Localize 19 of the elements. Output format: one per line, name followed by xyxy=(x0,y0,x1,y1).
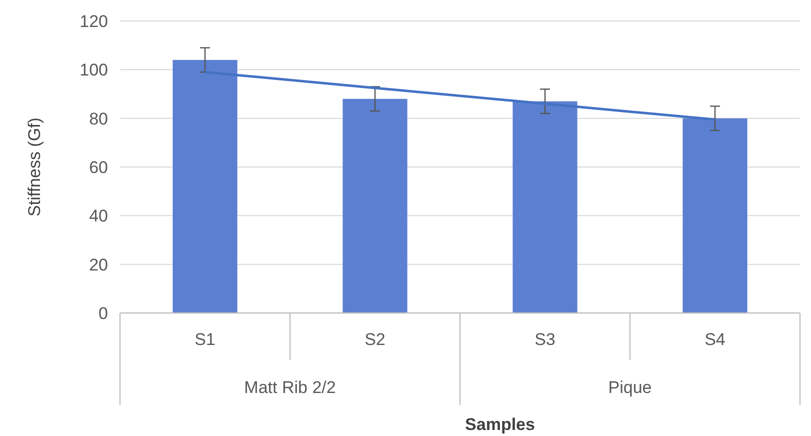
y-tick-label: 20 xyxy=(89,255,108,274)
bar xyxy=(172,60,238,313)
x-tick-label: S4 xyxy=(704,330,726,349)
x-tick-label: S3 xyxy=(534,330,556,349)
bar xyxy=(512,101,578,313)
bar xyxy=(342,98,408,313)
y-tick-label: 0 xyxy=(98,304,108,323)
x-axis-title: Samples xyxy=(465,415,535,434)
bar xyxy=(682,118,748,313)
x-tick-label: S1 xyxy=(194,330,216,349)
text: Pique xyxy=(608,378,652,397)
x-tick-label: S2 xyxy=(364,330,386,349)
y-tick-label: 80 xyxy=(89,109,108,128)
y-tick-label: 60 xyxy=(89,158,108,177)
y-tick-label: 100 xyxy=(80,60,108,80)
y-tick-label: 120 xyxy=(80,12,108,31)
text: Matt Rib 2/2 xyxy=(244,378,336,397)
y-axis-title: Stiffness (Gf) xyxy=(25,118,44,216)
y-tick-label: 40 xyxy=(89,206,108,226)
